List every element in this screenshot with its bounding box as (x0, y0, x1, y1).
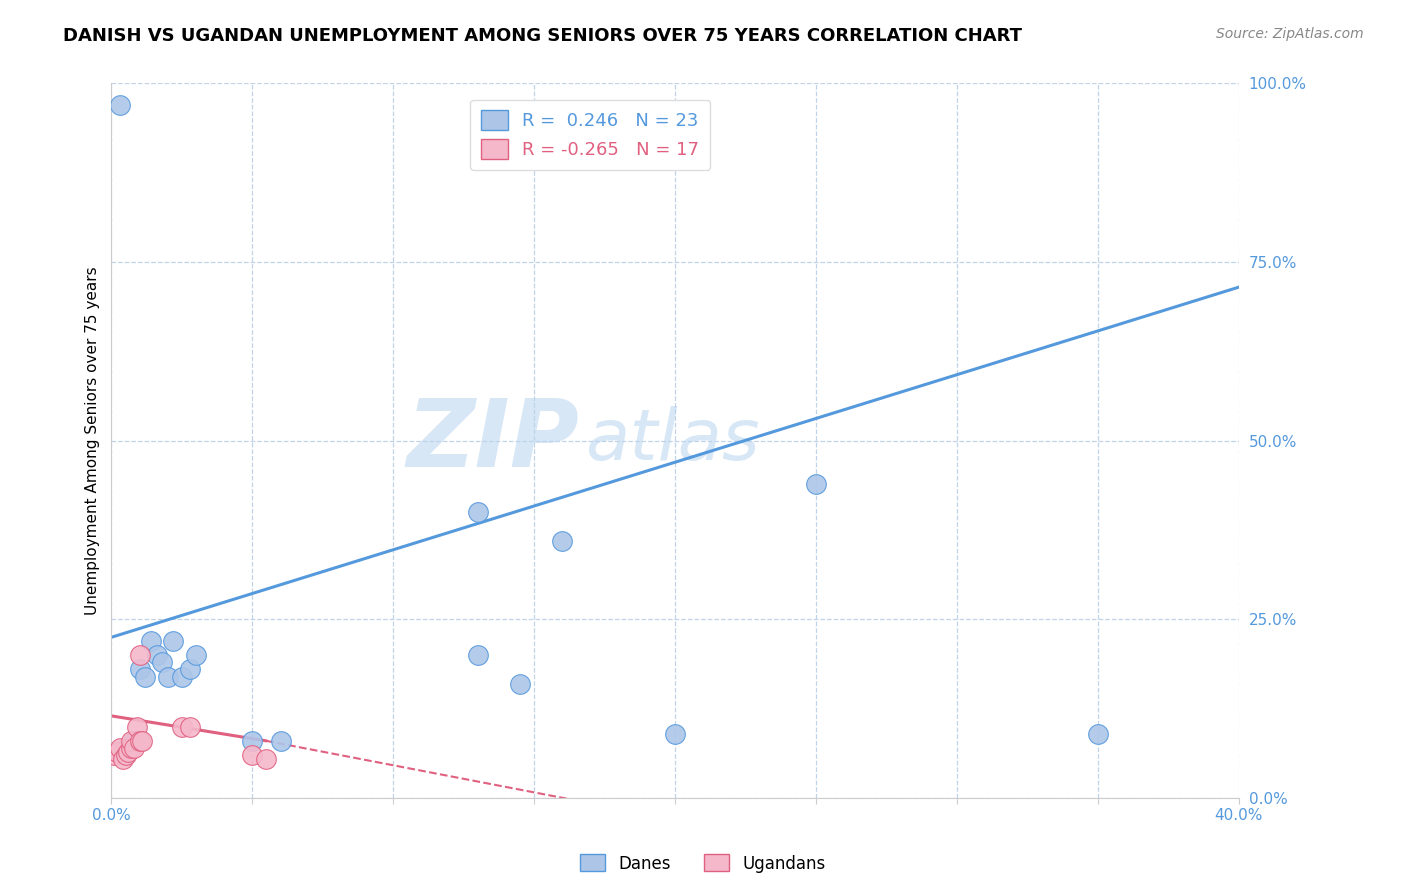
Point (256, 752, 278, 766)
Point (103, 748, 125, 763)
Point (120, 734, 142, 748)
Point (128, 662, 150, 676)
Point (509, 677, 531, 691)
Point (108, 741, 131, 756)
Point (117, 745, 139, 759)
Legend: R =  0.246   N = 23, R = -0.265   N = 17: R = 0.246 N = 23, R = -0.265 N = 17 (470, 100, 710, 170)
Point (1087, 727, 1109, 741)
Text: DANISH VS UGANDAN UNEMPLOYMENT AMONG SENIORS OVER 75 YEARS CORRELATION CHART: DANISH VS UGANDAN UNEMPLOYMENT AMONG SEN… (63, 27, 1022, 45)
Point (170, 720, 193, 734)
Point (128, 734, 150, 748)
Point (114, 741, 136, 756)
Point (804, 476, 827, 491)
Point (134, 669, 156, 683)
Point (179, 662, 201, 676)
Point (105, 745, 128, 759)
Point (551, 533, 574, 548)
Y-axis label: Unemployment Among Seniors over 75 years: Unemployment Among Seniors over 75 years (86, 267, 100, 615)
Point (170, 669, 193, 683)
Point (139, 633, 162, 648)
Point (467, 505, 489, 519)
Point (125, 720, 148, 734)
Point (270, 734, 292, 748)
Point (150, 655, 173, 669)
Point (131, 734, 153, 748)
Point (664, 727, 686, 741)
Point (162, 633, 184, 648)
Point (179, 720, 201, 734)
Point (108, 98, 131, 112)
Point (120, 741, 142, 756)
Point (240, 734, 263, 748)
Legend: Danes, Ugandans: Danes, Ugandans (574, 847, 832, 880)
Point (240, 748, 263, 763)
Point (145, 648, 167, 662)
Point (467, 648, 489, 662)
Point (128, 648, 150, 662)
Point (111, 752, 134, 766)
Point (156, 669, 179, 683)
Point (114, 748, 136, 763)
Point (122, 734, 145, 748)
Point (108, 745, 131, 759)
Text: ZIP: ZIP (406, 395, 579, 487)
Text: Source: ZipAtlas.com: Source: ZipAtlas.com (1216, 27, 1364, 41)
Point (122, 741, 145, 756)
Text: atlas: atlas (585, 406, 759, 475)
Point (184, 648, 207, 662)
